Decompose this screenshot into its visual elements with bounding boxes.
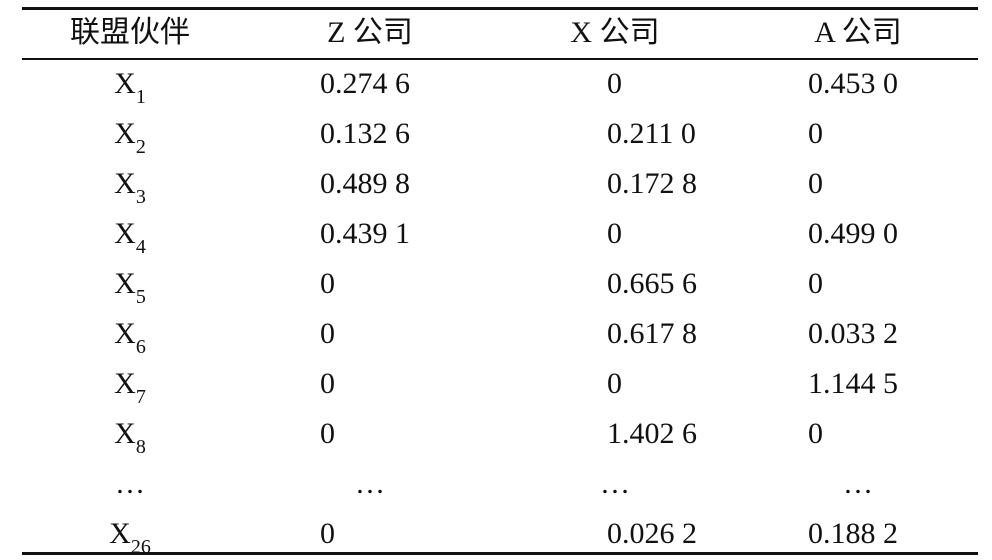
partner-name: X	[114, 217, 136, 250]
value-cell: 0.211 0	[607, 117, 696, 150]
header-cell: 联盟伙伴	[70, 16, 190, 49]
partner-name: X	[114, 317, 136, 350]
value-cell: 0.132 6	[320, 117, 410, 150]
value-cell: 0	[808, 417, 823, 450]
value-cell: 0.274 6	[320, 67, 410, 100]
partner-name: X	[114, 167, 136, 200]
value-cell: 0	[607, 67, 622, 100]
header-cell: Z 公司	[327, 16, 413, 49]
partner-label: X6	[114, 316, 146, 358]
partner-label: X5	[114, 266, 146, 308]
partner-name: X	[114, 67, 136, 100]
partner-name: X	[114, 417, 136, 450]
partner-label: X7	[114, 366, 146, 408]
value-cell: 0	[320, 267, 335, 300]
value-cell: 0	[320, 367, 335, 400]
partner-label: X1	[114, 66, 146, 108]
value-cell: 0.499 0	[808, 217, 898, 250]
value-cell: 0	[808, 117, 823, 150]
value-cell: 0	[320, 317, 335, 350]
value-cell: 0	[320, 517, 335, 550]
partner-subscript: 2	[135, 136, 146, 158]
partner-label: X8	[114, 416, 146, 458]
header-cell: X 公司	[570, 16, 660, 49]
value-cell: 0.453 0	[808, 67, 898, 100]
partner-label: X3	[114, 166, 146, 208]
partner-subscript: 4	[135, 236, 146, 258]
value-cell: …	[355, 467, 385, 500]
value-cell: 0.033 2	[808, 317, 898, 350]
partner-subscript: 26	[130, 536, 151, 558]
top-rule	[22, 7, 978, 10]
value-cell: 1.144 5	[808, 367, 898, 400]
partner-label: …	[115, 466, 145, 502]
partner-name: X	[109, 517, 131, 550]
value-cell: 0.665 6	[607, 267, 697, 300]
partner-subscript: 6	[135, 336, 146, 358]
partner-subscript: 5	[135, 286, 146, 308]
value-cell: 0	[808, 267, 823, 300]
value-cell: …	[843, 467, 873, 500]
partner-label: X26	[109, 516, 151, 558]
value-cell: 0.439 1	[320, 217, 410, 250]
value-cell: 0	[607, 367, 622, 400]
value-cell: 0	[607, 217, 622, 250]
partner-name: X	[114, 117, 136, 150]
partner-subscript: 1	[135, 86, 146, 108]
partner-subscript: 8	[135, 436, 146, 458]
value-cell: …	[600, 467, 630, 500]
value-cell: 0.026 2	[607, 517, 697, 550]
partner-name: X	[114, 267, 136, 300]
value-cell: 0.172 8	[607, 167, 697, 200]
value-cell: 0.188 2	[808, 517, 898, 550]
header-rule	[22, 58, 978, 60]
value-cell: 0.489 8	[320, 167, 410, 200]
partner-name: X	[114, 367, 136, 400]
partner-name: …	[115, 467, 145, 500]
partner-subscript: 3	[135, 186, 146, 208]
value-cell: 1.402 6	[607, 417, 697, 450]
partner-label: X4	[114, 216, 146, 258]
value-cell: 0.617 8	[607, 317, 697, 350]
bottom-rule	[22, 552, 978, 555]
value-cell: 0	[320, 417, 335, 450]
header-cell: A 公司	[814, 16, 902, 49]
partner-subscript: 7	[135, 386, 146, 408]
value-cell: 0	[808, 167, 823, 200]
partner-label: X2	[114, 116, 146, 158]
